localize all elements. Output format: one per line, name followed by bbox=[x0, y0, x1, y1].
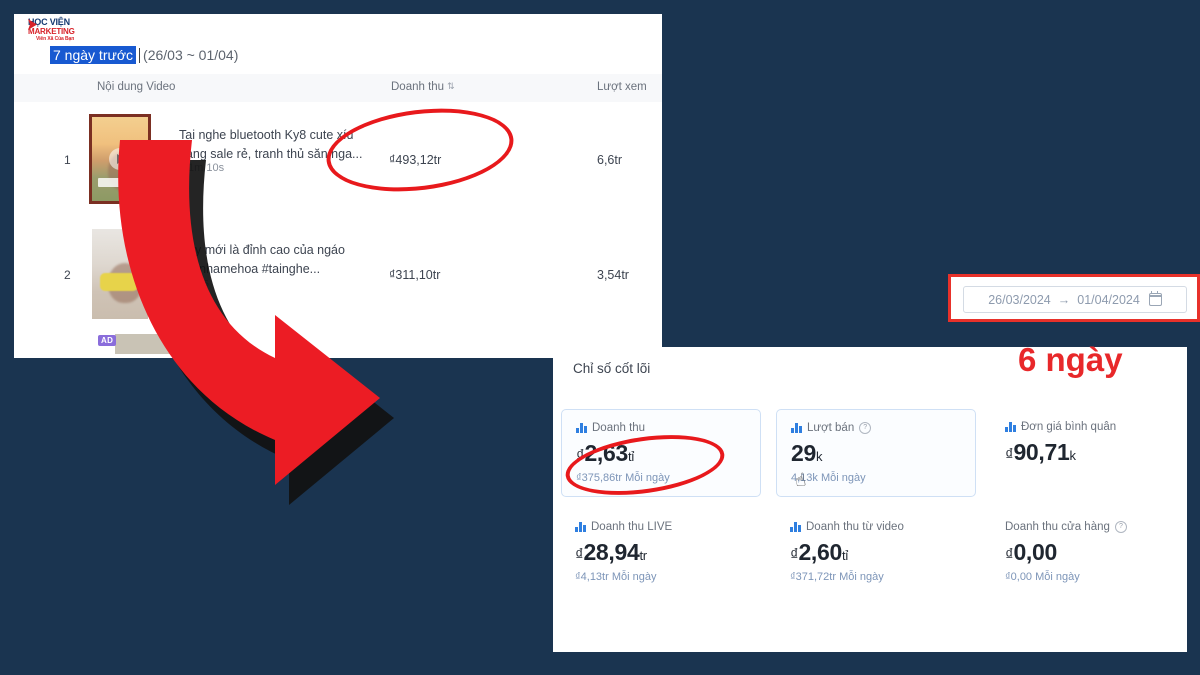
column-header-revenue-label: Doanh thu bbox=[391, 81, 445, 93]
row-rank: 2 bbox=[64, 267, 71, 282]
metric-card-don-gia-binh-quan[interactable]: Đơn giá bình quân ₫90,71k bbox=[991, 409, 1187, 497]
table-header-row: Nội dung Video Doanh thu ⇅ Lượt xem bbox=[14, 74, 662, 103]
sort-icon[interactable]: ⇅ bbox=[447, 81, 455, 91]
metric-label-row: Doanh thu bbox=[576, 422, 746, 434]
metric-label: Doanh thu từ video bbox=[806, 521, 904, 533]
metric-label-row: Doanh thu cửa hàng ? bbox=[1005, 521, 1177, 533]
page-title: Chỉ số cốt lõi bbox=[573, 361, 651, 376]
metric-unit: tỉ bbox=[628, 449, 634, 464]
metric-label-row: Đơn giá bình quân bbox=[1005, 421, 1177, 433]
logo-line-2: MARKETING bbox=[28, 27, 75, 36]
metric-label: Đơn giá bình quân bbox=[1021, 421, 1117, 433]
date-range-picker[interactable]: 26/03/2024 → 01/04/2024 bbox=[963, 286, 1187, 313]
ad-badge: AD bbox=[98, 335, 117, 346]
video-thumbnail[interactable] bbox=[89, 114, 151, 204]
video-duration: 1m 10s bbox=[179, 162, 224, 174]
thumbnail-highlight bbox=[100, 273, 138, 291]
metric-label-row: Doanh thu từ video bbox=[790, 521, 962, 533]
metric-subtext: ₫4,13tr Mỗi ngày bbox=[575, 571, 657, 583]
duration-play-icon bbox=[179, 164, 184, 170]
metric-unit: k bbox=[1069, 448, 1077, 463]
column-header-content: Nội dung Video bbox=[97, 81, 176, 93]
thumbnail-caption-bar bbox=[98, 178, 142, 187]
table-row[interactable]: 2 Đây mới là đỉnh cao của ngáo cá#nhameh… bbox=[14, 217, 662, 333]
core-metrics-panel: Chỉ số cốt lõi Doanh thu ₫2,63tỉ ₫375,86… bbox=[553, 347, 1187, 652]
metric-subtext: ₫375,86tr Mỗi ngày bbox=[576, 472, 670, 484]
metric-value: 29k bbox=[791, 440, 961, 467]
row-views: 3,54tr bbox=[597, 267, 629, 282]
currency-symbol: ₫ bbox=[576, 446, 585, 465]
metric-label: Doanh thu LIVE bbox=[591, 521, 673, 533]
metric-label-row: Doanh thu LIVE bbox=[575, 521, 747, 533]
thumbnail-image bbox=[115, 334, 171, 354]
date-picker-highlight-box: 26/03/2024 → 01/04/2024 bbox=[948, 274, 1200, 322]
row-revenue: ₫493,12tr bbox=[389, 152, 442, 167]
text-cursor bbox=[139, 47, 141, 63]
row-revenue: ₫311,10tr bbox=[389, 267, 441, 282]
currency-symbol: ₫ bbox=[1005, 545, 1014, 564]
metric-value: ₫28,94tr bbox=[575, 539, 747, 566]
date-arrow: → bbox=[1057, 292, 1071, 307]
metric-number: 0,00 bbox=[1013, 539, 1058, 565]
video-duration: m 14s bbox=[179, 277, 209, 289]
metric-label: Doanh thu bbox=[592, 422, 646, 434]
metric-number: 29 bbox=[791, 440, 816, 466]
bar-chart-icon bbox=[1005, 422, 1016, 432]
bar-chart-icon bbox=[575, 522, 586, 532]
video-duration-label: m 14s bbox=[179, 277, 209, 289]
date-preset-header: 7 ngày trước (26/03 ~ 01/04) bbox=[14, 42, 238, 68]
row-rank: 1 bbox=[64, 152, 71, 167]
help-icon[interactable]: ? bbox=[859, 422, 872, 434]
metric-unit: tr bbox=[639, 548, 648, 563]
currency-symbol: ₫ bbox=[790, 545, 799, 564]
bar-chart-icon bbox=[790, 522, 801, 532]
currency-symbol: ₫ bbox=[1005, 445, 1014, 464]
metric-card-luot-ban[interactable]: Lượt bán ? 29k 4,13k Mỗi ngày bbox=[776, 409, 976, 497]
metric-label-row: Lượt bán ? bbox=[791, 422, 961, 434]
metric-value: ₫2,63tỉ bbox=[576, 440, 746, 467]
bar-chart-icon bbox=[576, 423, 587, 433]
row-views: 6,6tr bbox=[597, 152, 623, 167]
metric-label: Lượt bán bbox=[807, 422, 855, 434]
metric-card-doanh-thu[interactable]: Doanh thu ₫2,63tỉ ₫375,86tr Mỗi ngày bbox=[561, 409, 761, 497]
metric-card-doanh-thu-cua-hang[interactable]: Doanh thu cửa hàng ? ₫0,00 ₫0,00 Mỗi ngà… bbox=[991, 509, 1187, 597]
metric-unit: tỉ bbox=[842, 548, 848, 563]
selected-date-preset[interactable]: 7 ngày trước bbox=[50, 46, 137, 64]
metric-number: 2,63 bbox=[584, 440, 629, 466]
video-thumbnail[interactable] bbox=[92, 229, 148, 319]
metric-subtext: ₫0,00 Mỗi ngày bbox=[1005, 571, 1080, 583]
metric-value: ₫0,00 bbox=[1005, 539, 1177, 566]
metric-number: 90,71 bbox=[1013, 439, 1070, 465]
metric-subtext: ₫371,72tr Mỗi ngày bbox=[790, 571, 884, 583]
callout-6-ngay: 6 ngày bbox=[1018, 341, 1123, 378]
metric-card-doanh-thu-tu-video[interactable]: Doanh thu từ video ₫2,60tỉ ₫371,72tr Mỗi… bbox=[776, 509, 976, 597]
metric-card-doanh-thu-live[interactable]: Doanh thu LIVE ₫28,94tr ₫4,13tr Mỗi ngày bbox=[561, 509, 761, 597]
video-revenue-panel: HỌC VIỆN MARKETING Viên Xã Của Bạn 7 ngà… bbox=[14, 14, 662, 358]
metric-number: 28,94 bbox=[583, 539, 640, 565]
help-icon[interactable]: ? bbox=[1114, 521, 1127, 533]
logo-line-1: HỌC VIỆN bbox=[28, 17, 70, 27]
metric-subtext: 4,13k Mỗi ngày bbox=[791, 472, 866, 484]
video-title[interactable]: Đây mới là đỉnh cao của ngáo cá#nhamehoa… bbox=[179, 243, 345, 277]
metric-unit: k bbox=[815, 449, 823, 464]
play-triangle-icon bbox=[28, 19, 37, 30]
column-header-views: Lượt xem bbox=[597, 81, 647, 93]
currency-symbol: ₫ bbox=[575, 545, 584, 564]
video-duration-label: 1m 10s bbox=[188, 162, 225, 174]
date-range-label: (26/03 ~ 01/04) bbox=[143, 47, 239, 63]
metric-value: ₫90,71k bbox=[1005, 439, 1177, 466]
play-icon[interactable] bbox=[109, 148, 131, 170]
date-end: 01/04/2024 bbox=[1077, 292, 1140, 307]
metric-value: ₫2,60tỉ bbox=[790, 539, 962, 566]
column-header-revenue[interactable]: Doanh thu ⇅ bbox=[391, 81, 455, 93]
metric-number: 2,60 bbox=[798, 539, 843, 565]
date-start: 26/03/2024 bbox=[988, 292, 1051, 307]
bar-chart-icon bbox=[791, 423, 802, 433]
metric-label: Doanh thu cửa hàng bbox=[1005, 521, 1110, 533]
calendar-icon[interactable] bbox=[1148, 291, 1162, 306]
